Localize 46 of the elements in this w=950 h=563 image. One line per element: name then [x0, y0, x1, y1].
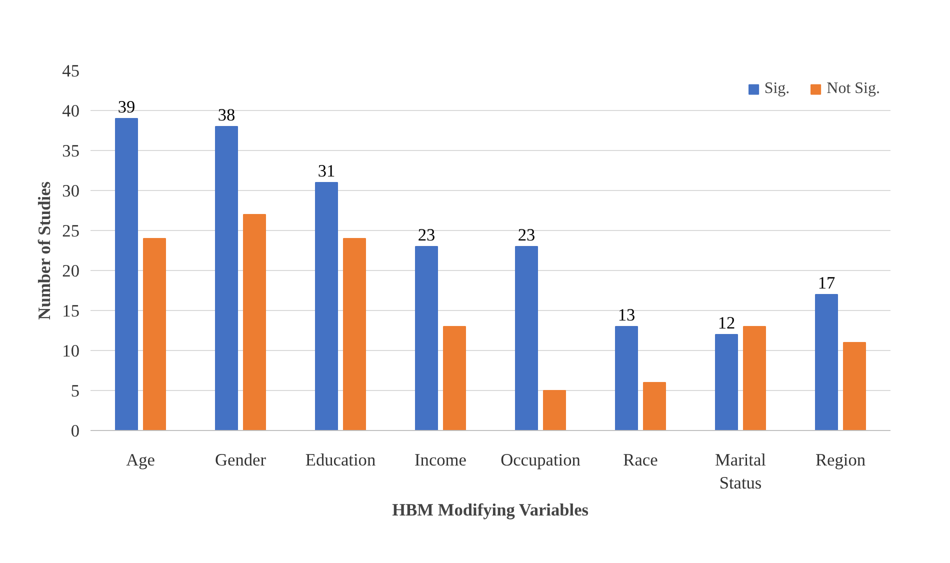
bar: [243, 214, 266, 430]
bar: [215, 126, 238, 430]
bar: [315, 182, 338, 430]
y-tick-label: 25: [62, 222, 80, 240]
y-tick-label: 20: [62, 262, 80, 280]
data-label: 23: [418, 226, 436, 244]
y-tick-label: 10: [62, 342, 80, 360]
y-tick-label: 0: [70, 422, 80, 440]
bar: [443, 326, 466, 430]
y-tick-label: 15: [62, 302, 80, 320]
x-tick-label: Gender: [215, 450, 266, 470]
y-tick-label: 5: [70, 382, 80, 400]
data-label: 31: [318, 162, 336, 180]
x-tick-label: Region: [815, 450, 866, 470]
y-tick-label: 35: [62, 142, 80, 160]
y-tick-label: 40: [62, 102, 80, 120]
legend-label: Not Sig.: [826, 80, 880, 98]
x-tick-label: Age: [126, 450, 156, 470]
bar: [743, 326, 766, 430]
y-axis-title: Number of Studies: [35, 181, 54, 320]
data-label: 23: [518, 226, 536, 244]
bar: [543, 390, 566, 430]
bar: [415, 246, 438, 430]
y-tick-label: 30: [62, 182, 80, 200]
x-tick-label: Marital Status: [715, 450, 766, 492]
y-tick-label: 45: [62, 62, 80, 80]
legend-label: Sig.: [764, 80, 790, 98]
x-axis-title: HBM Modifying Variables: [392, 500, 589, 520]
data-label: 13: [618, 306, 636, 324]
x-tick-label: Education: [305, 450, 376, 470]
bar: [643, 382, 666, 430]
bar: [715, 334, 738, 430]
bar: [343, 238, 366, 430]
bar: [843, 342, 866, 430]
data-label: 12: [718, 314, 736, 332]
x-tick-label: Income: [414, 450, 467, 470]
x-tick-label: Race: [623, 450, 658, 470]
bar: [115, 118, 138, 430]
bar: [815, 294, 838, 430]
data-label: 38: [218, 106, 236, 124]
data-label: 39: [118, 98, 136, 116]
bar: [515, 246, 538, 430]
bar: [143, 238, 166, 430]
bar: [615, 326, 638, 430]
x-tick-label: Occupation: [500, 450, 581, 470]
data-label: 17: [818, 274, 836, 292]
